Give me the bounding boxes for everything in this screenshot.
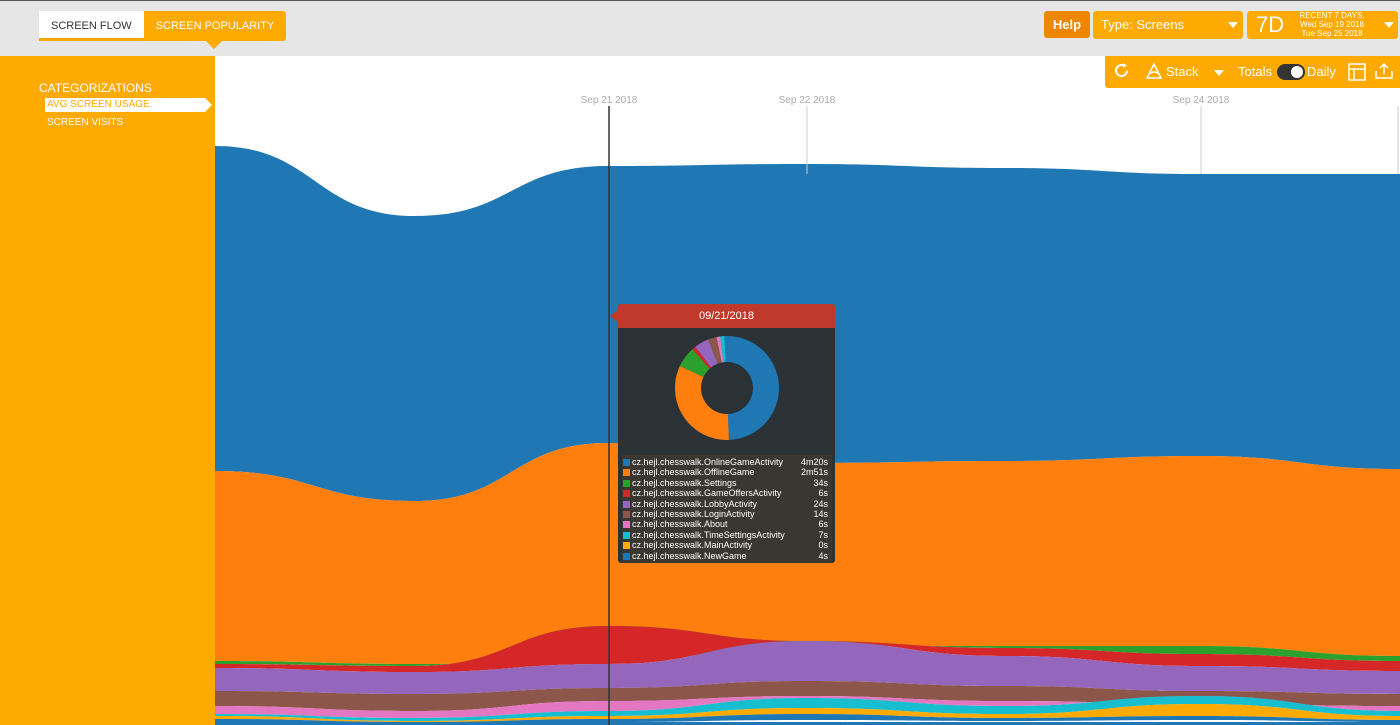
legend-value: 24s: [813, 498, 828, 509]
legend-name: cz.hejl.chesswalk.OnlineGameActivity: [632, 457, 784, 467]
legend-name: cz.hejl.chesswalk.NewGame: [632, 550, 747, 561]
legend-value: 4m20s: [800, 457, 828, 467]
stream-area[interactable]: [215, 696, 1400, 721]
legend-value: 14s: [813, 508, 828, 519]
categorizations-title: CATEGORIZATIONS: [39, 81, 152, 95]
stack-label[interactable]: Stack: [1166, 64, 1199, 79]
x-tick-label: Sep 24 2018: [1173, 95, 1230, 106]
chart-toolbar: Stack Totals Daily: [1105, 56, 1400, 88]
legend-row: cz.hejl.chesswalk.GameOffersActivity 6s: [622, 488, 832, 498]
range-description: RECENT 7 DAYS, Wed Sep 19 2018 Tue Sep 2…: [1296, 11, 1368, 38]
legend-value: 34s: [813, 477, 828, 488]
legend-row: cz.hejl.chesswalk.OfflineGame 2m51s: [622, 467, 832, 477]
donut-slice: [724, 336, 727, 363]
legend-row: cz.hejl.chesswalk.Settings 34s: [622, 478, 832, 488]
legend-swatch: [623, 490, 630, 498]
legend-name: cz.hejl.chesswalk.Settings: [632, 477, 737, 488]
legend-swatch: [623, 542, 630, 550]
legend-row: cz.hejl.chesswalk.LobbyActivity 24s: [622, 499, 832, 509]
export-icon[interactable]: [1374, 62, 1394, 83]
donut-slice: [692, 346, 712, 369]
legend-value: 4s: [818, 550, 828, 561]
x-tick-label: Sep 22 2018: [779, 95, 836, 106]
chevron-down-icon: [1384, 22, 1394, 28]
tooltip-date: 09/21/2018: [618, 304, 835, 328]
stream-area[interactable]: [215, 722, 1400, 725]
legend-row: cz.hejl.chesswalk.About 6s: [622, 519, 832, 529]
legend-row: cz.hejl.chesswalk.OnlineGameActivity 4m20…: [622, 457, 832, 467]
sidebar-item-screen-visits[interactable]: SCREEN VISITS: [47, 117, 124, 128]
type-select[interactable]: Type: Screens: [1093, 11, 1243, 39]
legend-value: 2m51s: [800, 467, 828, 478]
tab-screen-flow[interactable]: SCREEN FLOW: [39, 11, 144, 41]
help-button[interactable]: Help: [1044, 11, 1090, 38]
top-bar: SCREEN FLOW SCREEN POPULARITY Help Type:…: [0, 0, 1400, 56]
legend-value: 0s: [818, 540, 828, 551]
legend-value: 6s: [818, 488, 828, 499]
legend-name: cz.hejl.chesswalk.OfflineGame: [632, 467, 755, 478]
legend-name: cz.hejl.chesswalk.LoginActivity: [632, 508, 755, 519]
legend-value: 6s: [818, 519, 828, 530]
stream-area[interactable]: [215, 626, 1400, 672]
stream-area[interactable]: [215, 681, 1400, 711]
table-icon[interactable]: [1348, 63, 1366, 84]
legend-value: 7s: [818, 529, 828, 540]
stack-icon[interactable]: [1145, 62, 1163, 83]
donut-slice: [708, 337, 722, 364]
tab-screen-popularity[interactable]: SCREEN POPULARITY: [143, 11, 287, 49]
stream-area[interactable]: [215, 704, 1400, 722]
stream-area[interactable]: [215, 641, 1400, 694]
donut-slice: [695, 339, 718, 368]
date-range-select[interactable]: 7D RECENT 7 DAYS, Wed Sep 19 2018 Tue Se…: [1247, 11, 1398, 39]
range-line-2: Wed Sep 19 2018: [1300, 20, 1364, 29]
toggle-knob: [1291, 66, 1303, 78]
chevron-down-icon[interactable]: [1214, 70, 1224, 76]
totals-daily-toggle[interactable]: [1277, 64, 1305, 80]
range-line-3: Tue Sep 25 2018: [1301, 29, 1363, 38]
view-tabs: SCREEN FLOW SCREEN POPULARITY: [39, 11, 287, 49]
legend-name: cz.hejl.chesswalk.TimeSettingsActivity: [632, 529, 785, 540]
donut-slice: [720, 336, 726, 363]
legend-swatch: [623, 469, 630, 477]
legend-name: cz.hejl.chesswalk.About: [632, 519, 728, 530]
legend-row: cz.hejl.chesswalk.LoginActivity 14s: [622, 509, 832, 519]
tooltip-donut: [675, 336, 780, 440]
legend-row: cz.hejl.chesswalk.TimeSettingsActivity 7s: [622, 530, 832, 540]
donut-slice: [727, 336, 780, 440]
legend-swatch: [623, 500, 630, 508]
type-select-value: Type: Screens: [1101, 17, 1185, 32]
legend-swatch: [623, 459, 630, 466]
legend-row: cz.hejl.chesswalk.MainActivity 0s: [622, 540, 832, 550]
x-tick-label: Sep 21 2018: [581, 95, 638, 106]
donut-slice: [675, 366, 729, 440]
refresh-icon[interactable]: [1113, 62, 1130, 82]
tooltip-legend: cz.hejl.chesswalk.OnlineGameActivity 4m20…: [622, 455, 832, 563]
legend-swatch: [623, 552, 630, 560]
sidebar-item-avg-screen-usage[interactable]: AVG SCREEN USAGE: [45, 98, 212, 112]
tooltip-pointer: [610, 310, 618, 322]
legend-name: cz.hejl.chesswalk.LobbyActivity: [632, 498, 758, 509]
legend-name: cz.hejl.chesswalk.MainActivity: [632, 540, 753, 551]
hover-tooltip: 09/21/2018 cz.hejl.chesswalk.OnlineGameA…: [610, 304, 835, 563]
legend-swatch: [623, 531, 630, 539]
daily-label[interactable]: Daily: [1307, 64, 1336, 79]
legend-swatch: [623, 510, 630, 518]
sidebar: CATEGORIZATIONS AVG SCREEN USAGE SCREEN …: [0, 56, 215, 725]
legend-swatch: [623, 479, 630, 487]
donut-slice: [679, 349, 710, 378]
donut-slice: [716, 336, 724, 363]
stream-area[interactable]: [215, 714, 1400, 723]
range-line-1: RECENT 7 DAYS,: [1299, 11, 1365, 20]
chevron-down-icon: [1228, 22, 1238, 28]
totals-label[interactable]: Totals: [1238, 64, 1272, 79]
legend-row: cz.hejl.chesswalk.NewGame 4s: [622, 551, 832, 561]
legend-name: cz.hejl.chesswalk.GameOffersActivity: [632, 488, 782, 499]
range-shortcut: 7D: [1256, 12, 1285, 37]
legend-swatch: [623, 521, 630, 529]
